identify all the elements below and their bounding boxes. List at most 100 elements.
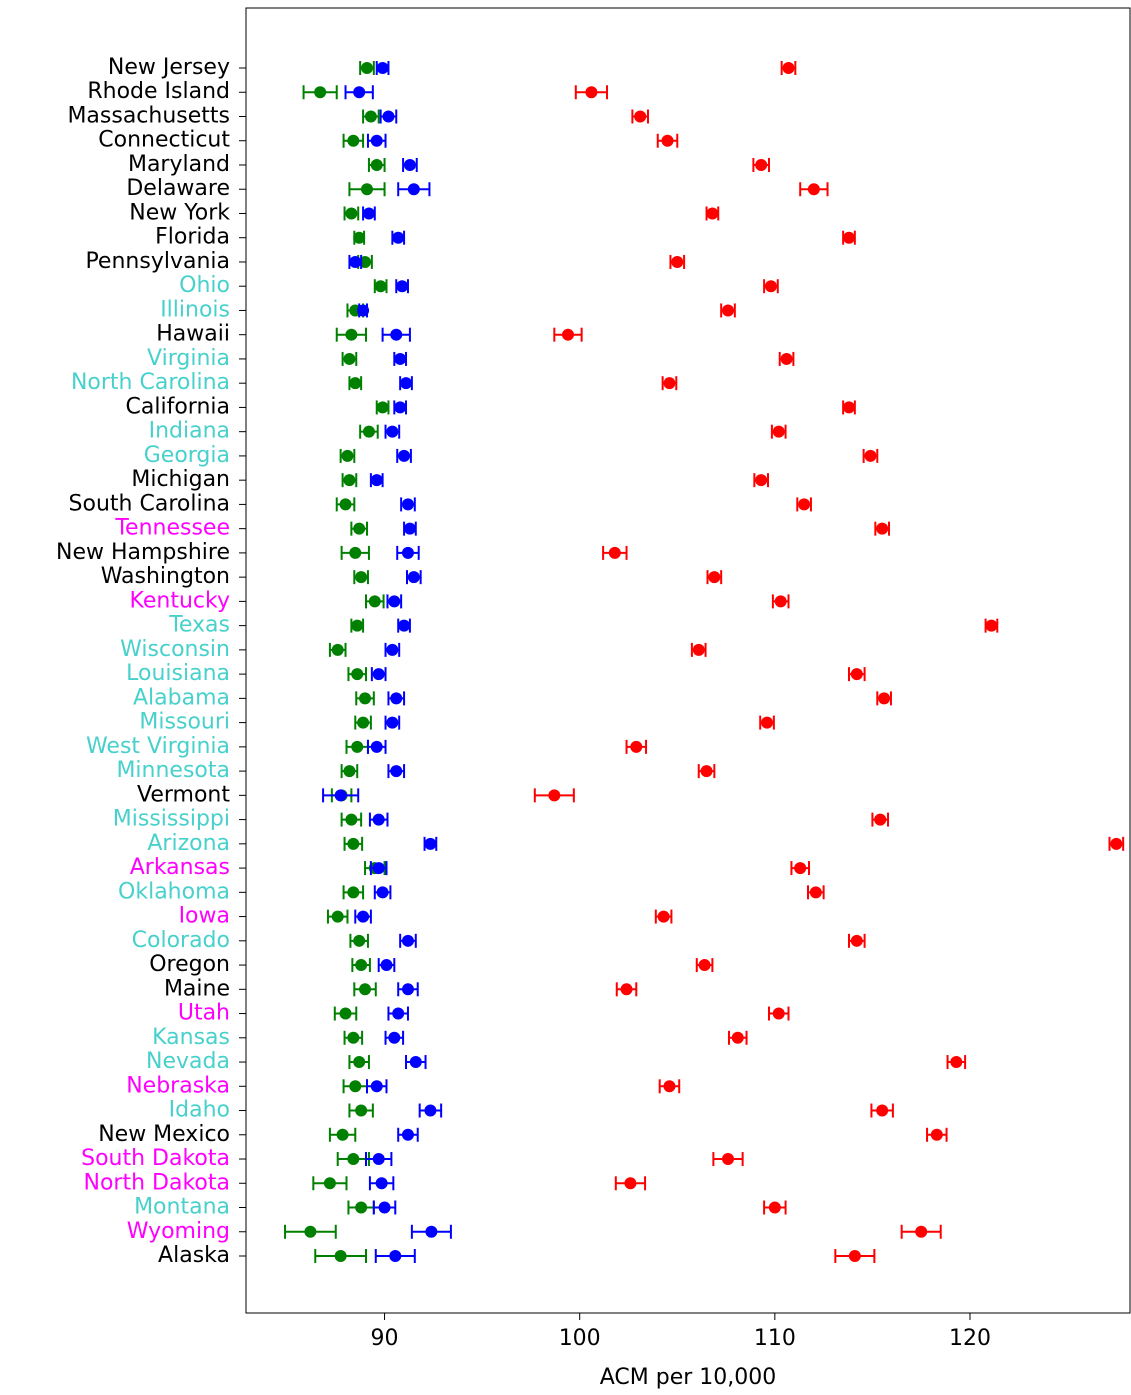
point — [349, 1080, 362, 1093]
point — [755, 474, 768, 487]
point — [343, 352, 356, 365]
point — [620, 983, 633, 996]
point — [663, 377, 676, 390]
point — [850, 934, 863, 947]
point — [692, 643, 705, 656]
point — [390, 328, 403, 341]
point — [386, 425, 399, 438]
point — [772, 1007, 785, 1020]
point — [930, 1128, 943, 1141]
point — [390, 765, 403, 778]
point — [376, 886, 389, 899]
point — [345, 207, 358, 220]
point — [353, 86, 366, 99]
y-tick-label: Arkansas — [130, 855, 230, 880]
y-tick-label: California — [126, 394, 230, 419]
y-tick-label: Pennsylvania — [85, 249, 230, 274]
y-tick-label: West Virginia — [86, 734, 230, 759]
y-tick-label: Alaska — [158, 1243, 230, 1268]
point — [390, 692, 403, 705]
y-tick-label: North Dakota — [84, 1170, 230, 1195]
y-tick-label: Kentucky — [130, 588, 230, 613]
point — [671, 255, 684, 268]
point — [304, 1225, 317, 1238]
x-tick-label: 100 — [559, 1326, 601, 1351]
point — [848, 1250, 861, 1262]
y-tick-label: Iowa — [179, 904, 230, 929]
point — [878, 692, 891, 705]
point — [876, 522, 889, 535]
y-tick-label: Indiana — [149, 419, 230, 444]
y-tick-label: Florida — [155, 225, 230, 250]
point — [336, 1128, 349, 1141]
point — [347, 134, 360, 147]
point — [353, 522, 366, 535]
point — [370, 740, 383, 753]
point — [842, 401, 855, 414]
point — [842, 231, 855, 244]
point — [722, 1153, 735, 1166]
y-tick-label: Hawaii — [156, 322, 230, 347]
point — [624, 1177, 637, 1190]
point — [323, 1177, 336, 1190]
y-tick-label: Illinois — [160, 297, 230, 322]
y-tick-label: Ohio — [179, 273, 230, 298]
y-tick-label: Louisiana — [126, 661, 230, 686]
point — [353, 231, 366, 244]
point — [396, 280, 409, 293]
y-tick-label: Wyoming — [127, 1219, 230, 1244]
point — [780, 352, 793, 365]
y-tick-label: Georgia — [144, 443, 230, 468]
y-tick-label: Arizona — [147, 831, 230, 856]
y-tick-label: Tennessee — [114, 516, 230, 541]
point — [394, 401, 407, 414]
point — [950, 1056, 963, 1069]
point — [370, 158, 383, 171]
point — [370, 134, 383, 147]
point — [850, 668, 863, 681]
point — [915, 1225, 928, 1238]
point — [661, 134, 674, 147]
point — [376, 62, 389, 74]
point — [347, 837, 360, 850]
point — [425, 1225, 438, 1238]
point — [407, 183, 420, 196]
point — [347, 1153, 360, 1166]
point — [985, 619, 998, 632]
point — [401, 546, 414, 559]
point — [389, 1250, 402, 1262]
point — [400, 377, 413, 390]
point — [392, 1007, 405, 1020]
point — [657, 910, 670, 923]
point — [364, 110, 377, 123]
point — [351, 740, 364, 753]
y-tick-label: Idaho — [169, 1098, 230, 1123]
point — [394, 352, 407, 365]
point — [347, 1031, 360, 1044]
point — [368, 595, 381, 608]
point — [334, 1250, 347, 1262]
point — [794, 862, 807, 875]
point — [634, 110, 647, 123]
y-tick-label: Nebraska — [126, 1073, 230, 1098]
point — [386, 716, 399, 729]
point — [398, 619, 411, 632]
point — [1110, 837, 1123, 850]
y-tick-label: Minnesota — [116, 758, 230, 783]
point — [698, 959, 711, 972]
y-tick-label: Rhode Island — [87, 79, 230, 104]
point — [357, 910, 370, 923]
point — [409, 1056, 422, 1069]
point — [360, 62, 373, 74]
point — [378, 1201, 391, 1214]
point — [353, 1056, 366, 1069]
point — [351, 668, 364, 681]
point — [700, 765, 713, 778]
y-tick-label: Utah — [178, 1001, 230, 1026]
y-tick-label: South Carolina — [69, 491, 230, 516]
x-tick-label: 120 — [949, 1326, 991, 1351]
point — [339, 498, 352, 511]
point — [380, 959, 393, 972]
y-tick-label: Nevada — [146, 1049, 230, 1074]
y-tick-label: Missouri — [139, 710, 230, 735]
